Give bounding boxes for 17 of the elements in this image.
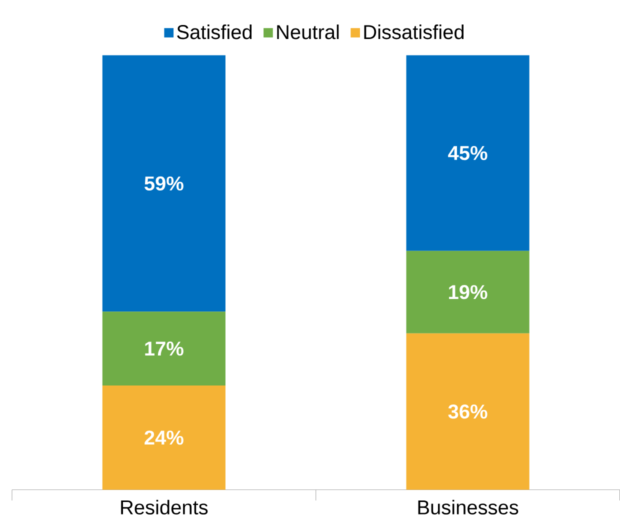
- legend-label: Satisfied: [177, 24, 252, 40]
- data-label: 19%: [449, 285, 488, 300]
- data-label: 36%: [448, 404, 488, 419]
- data-label: 24%: [144, 430, 184, 445]
- legend-label: Neutral: [277, 24, 339, 40]
- x-tick-label: Residents: [121, 500, 208, 515]
- data-label: 59%: [144, 176, 184, 191]
- bar: [406, 250, 530, 334]
- bar: [406, 55, 530, 251]
- x-tick-label: Businesses: [418, 500, 518, 515]
- bar: [406, 333, 530, 490]
- bar: [102, 386, 226, 490]
- bar: [102, 55, 226, 312]
- data-label: 17%: [145, 342, 184, 356]
- bar: [102, 312, 226, 386]
- legend-label: Dissatisfied: [364, 24, 464, 40]
- data-label: 45%: [448, 146, 488, 160]
